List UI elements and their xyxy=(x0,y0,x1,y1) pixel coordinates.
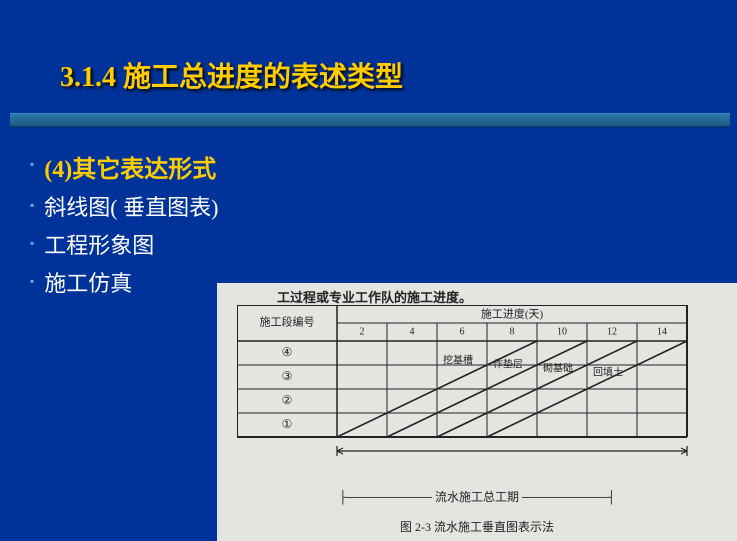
diagram-top-text: 工过程或专业工作队的施工进度。 xyxy=(277,287,472,306)
svg-text:施工段编号: 施工段编号 xyxy=(260,315,315,329)
bullet-marker: ▪ xyxy=(30,274,34,289)
bullet-marker: ▪ xyxy=(30,198,34,213)
svg-text:6: 6 xyxy=(460,326,465,337)
svg-text:4: 4 xyxy=(410,326,415,337)
bullet-marker: ▪ xyxy=(30,236,34,251)
svg-text:12: 12 xyxy=(607,326,617,337)
bullet-sub3: 施工仿真 xyxy=(44,266,132,298)
svg-text:14: 14 xyxy=(657,326,667,337)
svg-text:作垫层: 作垫层 xyxy=(493,357,523,370)
slide-title: 3.1.4 施工总进度的表述类型 xyxy=(60,55,737,95)
title-underline xyxy=(10,113,730,127)
diagram-panel: 工过程或专业工作队的施工进度。 施工进度(天) 2 4 6 8 10 12 14 施工段编号 ④ ③… xyxy=(217,283,737,541)
svg-text:②: ② xyxy=(282,393,293,407)
period-label: ├────────── 流水施工总工期 ──────────┤ xyxy=(217,488,737,505)
svg-text:回填土: 回填土 xyxy=(593,365,623,378)
figure-caption: 图 2-3 流水施工垂直图表示法 xyxy=(217,518,737,535)
svg-text:①: ① xyxy=(282,417,293,431)
bullet-sub1: 斜线图( 垂直图表) xyxy=(44,190,218,222)
bullet-marker: ▪ xyxy=(30,157,34,172)
svg-text:8: 8 xyxy=(510,326,515,337)
svg-text:施工进度(天): 施工进度(天) xyxy=(481,307,544,321)
svg-text:砌基础: 砌基础 xyxy=(543,361,573,374)
svg-text:2: 2 xyxy=(360,326,365,337)
vertical-chart: 施工进度(天) 2 4 6 8 10 12 14 施工段编号 ④ ③ ② ① 挖基槽 作垫层 砌基础 回填土 xyxy=(237,305,717,485)
svg-text:挖基槽: 挖基槽 xyxy=(443,353,473,366)
svg-text:③: ③ xyxy=(282,369,293,383)
bullet-sub2: 工程形象图 xyxy=(44,228,154,260)
svg-text:10: 10 xyxy=(557,326,567,337)
bullet-list: ▪ (4)其它表达形式 ▪ 斜线图( 垂直图表) ▪ 工程形象图 ▪ 施工仿真 xyxy=(0,127,737,298)
bullet-main: (4)其它表达形式 xyxy=(44,149,216,184)
svg-text:④: ④ xyxy=(282,345,293,359)
